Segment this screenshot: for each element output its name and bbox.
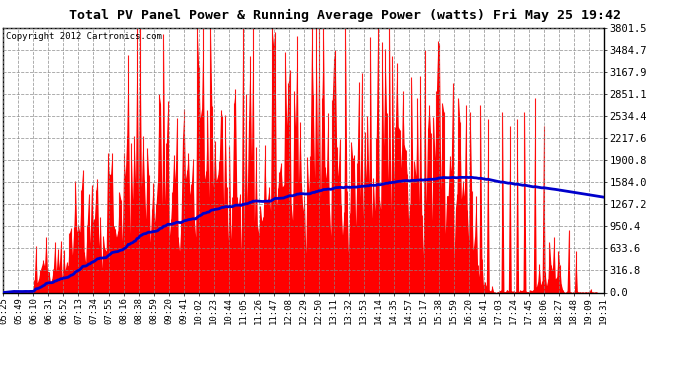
Text: Total PV Panel Power & Running Average Power (watts) Fri May 25 19:42: Total PV Panel Power & Running Average P… [69,9,621,22]
Text: Copyright 2012 Cartronics.com: Copyright 2012 Cartronics.com [6,32,162,41]
